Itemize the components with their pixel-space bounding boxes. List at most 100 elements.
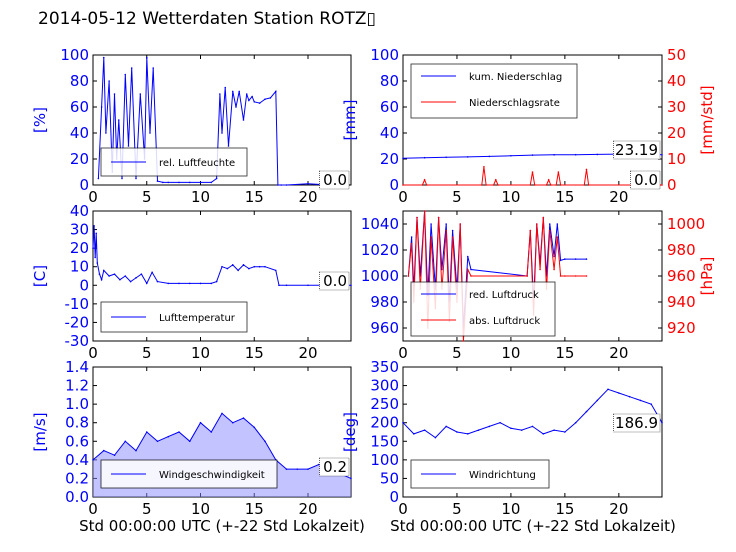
data-point-precipitation (553, 154, 555, 156)
data-point-wind_direction (412, 433, 415, 435)
data-point-humidity (100, 106, 103, 108)
data-point-pressure (410, 236, 413, 238)
x-tick-label-wind_direction: 5 (452, 500, 462, 518)
y-tick-label-pressure: 980 (370, 293, 399, 311)
data-point-humidity (245, 93, 248, 95)
y2-axis-label-pressure: [hPa] (698, 257, 716, 296)
data-point-humidity (280, 184, 282, 186)
y-tick-label-temperature: 0 (79, 276, 89, 294)
data-point-humidity (121, 177, 123, 180)
data-point-precipitation (510, 154, 512, 157)
data-point-pressure (553, 255, 555, 258)
y-tick-label-temperature: -20 (65, 313, 90, 331)
data-point-temperature (237, 269, 239, 272)
data-point-wind_speed (178, 431, 180, 433)
y-tick-label-wind_direction: 150 (370, 432, 399, 450)
y2-tick-label-pressure: 920 (667, 319, 696, 337)
data-point-precipitation (583, 184, 586, 186)
data-point-pressure (462, 340, 465, 342)
data-point-wind_direction (564, 431, 566, 433)
data-point-temperature (278, 284, 280, 287)
y-tick-label-temperature: 30 (70, 221, 89, 239)
data-point-pressure (526, 275, 528, 277)
data-point-wind_direction (607, 388, 609, 391)
data-point-pressure (556, 223, 559, 225)
data-point-precipitation (488, 155, 491, 158)
data-point-wind_direction (574, 421, 577, 424)
data-point-pressure (585, 275, 588, 277)
y2-axis-label-precipitation: [mm/std] (698, 85, 716, 154)
data-point-precipitation (425, 184, 428, 186)
data-point-humidity (113, 93, 116, 95)
data-point-wind_direction (661, 421, 663, 424)
data-point-precipitation (531, 154, 534, 156)
x-tick-label-humidity: 20 (298, 188, 317, 206)
data-point-pressure (556, 236, 559, 238)
data-point-temperature (100, 278, 103, 281)
y2-tick-label-precipitation: 40 (667, 72, 686, 90)
data-point-humidity (269, 97, 272, 99)
data-point-humidity (251, 95, 253, 98)
current-value-temperature-box (319, 271, 350, 291)
data-point-humidity (149, 132, 151, 134)
x-tick-label-wind_direction: 0 (398, 500, 408, 518)
plot-frame-humidity (92, 54, 352, 186)
data-point-wind_direction (596, 399, 599, 402)
legend-label-wind_speed: Windgeschwindigkeit (159, 470, 265, 481)
data-point-humidity (253, 101, 256, 103)
data-point-wind_direction (542, 433, 545, 435)
data-point-wind_speed (188, 440, 191, 443)
data-point-temperature (242, 264, 245, 266)
x-tick-label-wind_speed: 10 (191, 500, 210, 518)
data-point-wind_speed (113, 454, 116, 457)
data-point-humidity (277, 184, 279, 186)
y2-tick-label-precipitation: 30 (667, 98, 686, 116)
data-point-pressure (466, 268, 469, 271)
data-point-pressure (470, 275, 472, 277)
data-point-temperature (215, 280, 218, 283)
data-point-wind_direction (650, 403, 653, 405)
data-point-pressure (451, 236, 454, 238)
data-point-humidity (178, 181, 180, 184)
data-point-temperature (350, 284, 352, 287)
data-point-humidity (238, 90, 240, 93)
y2-tick-label-pressure: 980 (667, 241, 696, 259)
data-point-wind_direction (628, 395, 631, 398)
data-point-precipitation (559, 184, 562, 186)
data-point-pressure (437, 216, 440, 219)
x-tick-label-precipitation: 5 (452, 188, 462, 206)
data-point-temperature (210, 282, 213, 285)
y-tick-label-wind_speed: 1.4 (65, 358, 89, 376)
data-point-precipitation (466, 156, 469, 158)
data-point-humidity (221, 132, 223, 134)
data-point-temperature (135, 277, 137, 279)
data-point-pressure (539, 268, 541, 271)
x-axis-label-right: Std 00:00:00 UTC (+-22 Std Lokalzeit) (390, 517, 676, 535)
data-point-wind_direction (434, 436, 437, 439)
y2-tick-label-precipitation: 50 (667, 46, 686, 64)
data-point-precipitation (483, 166, 485, 168)
data-point-wind_direction (402, 421, 404, 424)
y-tick-label-temperature: 20 (70, 239, 89, 257)
data-point-precipitation (661, 154, 663, 156)
data-point-temperature (221, 265, 223, 268)
data-point-precipitation (585, 168, 588, 171)
y-tick-label-wind_direction: 0 (389, 488, 399, 506)
data-point-pressure (548, 229, 551, 232)
data-point-precipitation (497, 184, 499, 186)
data-point-temperature (108, 275, 110, 277)
y2-tick-label-precipitation: 0 (667, 176, 677, 194)
series-line-temperature-lufttemperatur (92, 225, 351, 286)
data-point-wind_speed (307, 468, 309, 470)
current-value-wind-direction: 186.9 (615, 414, 658, 432)
x-tick-label-precipitation: 10 (501, 188, 520, 206)
y-tick-label-wind_direction: 50 (380, 469, 399, 487)
data-point-humidity (102, 56, 105, 59)
data-point-precipitation (531, 171, 534, 173)
current-value-precip-box (613, 140, 661, 160)
data-point-temperature (119, 278, 121, 281)
plot-frame-wind_direction (402, 366, 663, 498)
data-point-humidity (135, 177, 137, 180)
data-point-precipitation (587, 184, 590, 186)
